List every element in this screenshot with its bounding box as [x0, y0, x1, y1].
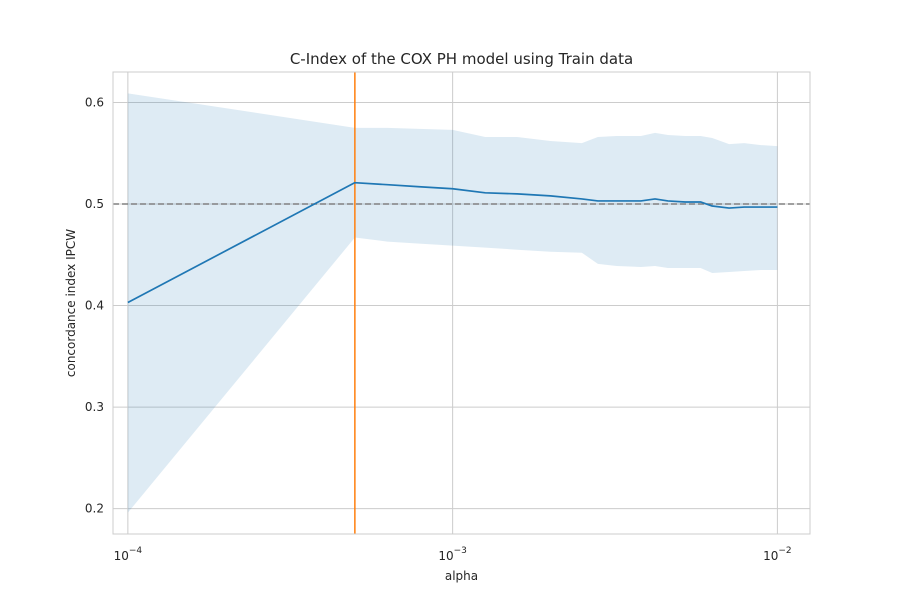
data-point [711, 205, 713, 207]
plot-area [113, 72, 810, 534]
y-tick-label: 0.4 [85, 299, 104, 313]
data-point [418, 186, 420, 188]
data-point [654, 198, 656, 200]
data-point [640, 200, 642, 202]
reference-lines [113, 72, 810, 534]
data-point [743, 206, 745, 208]
x-tick-label: 10−2 [763, 546, 792, 563]
data-point [451, 188, 453, 190]
confidence-band-layer [127, 93, 778, 513]
data-point [684, 201, 686, 203]
x-axis-label: alpha [445, 569, 478, 583]
plot-frame [112, 71, 811, 535]
data-point [699, 201, 701, 203]
y-tick-label: 0.3 [85, 400, 104, 414]
data-point [667, 200, 669, 202]
confidence-band [127, 93, 778, 513]
data-point [127, 301, 129, 303]
chart-title: C-Index of the COX PH model using Train … [290, 50, 633, 68]
data-point [615, 200, 617, 202]
data-point [386, 184, 388, 186]
x-tick-labels: 10−4 10−3 10−2 [114, 546, 792, 563]
data-point [760, 206, 762, 208]
data-point [728, 207, 730, 209]
y-axis-label: concordance index IPCW [64, 229, 78, 377]
data-point [484, 192, 486, 194]
data-point [581, 198, 583, 200]
series-layer [127, 181, 778, 304]
y-tick-label: 0.6 [85, 95, 104, 109]
y-tick-label: 0.2 [85, 502, 104, 516]
data-point [549, 195, 551, 197]
x-tick-label: 10−4 [114, 546, 143, 563]
y-tick-labels: 0.2 0.3 0.4 0.5 0.6 [85, 95, 104, 515]
data-point [776, 206, 778, 208]
data-point [597, 200, 599, 202]
data-point [354, 181, 356, 183]
x-tick-label: 10−3 [438, 546, 467, 563]
mean-c-index-line [127, 181, 778, 304]
y-tick-label: 0.5 [85, 197, 104, 211]
data-point [516, 193, 518, 195]
